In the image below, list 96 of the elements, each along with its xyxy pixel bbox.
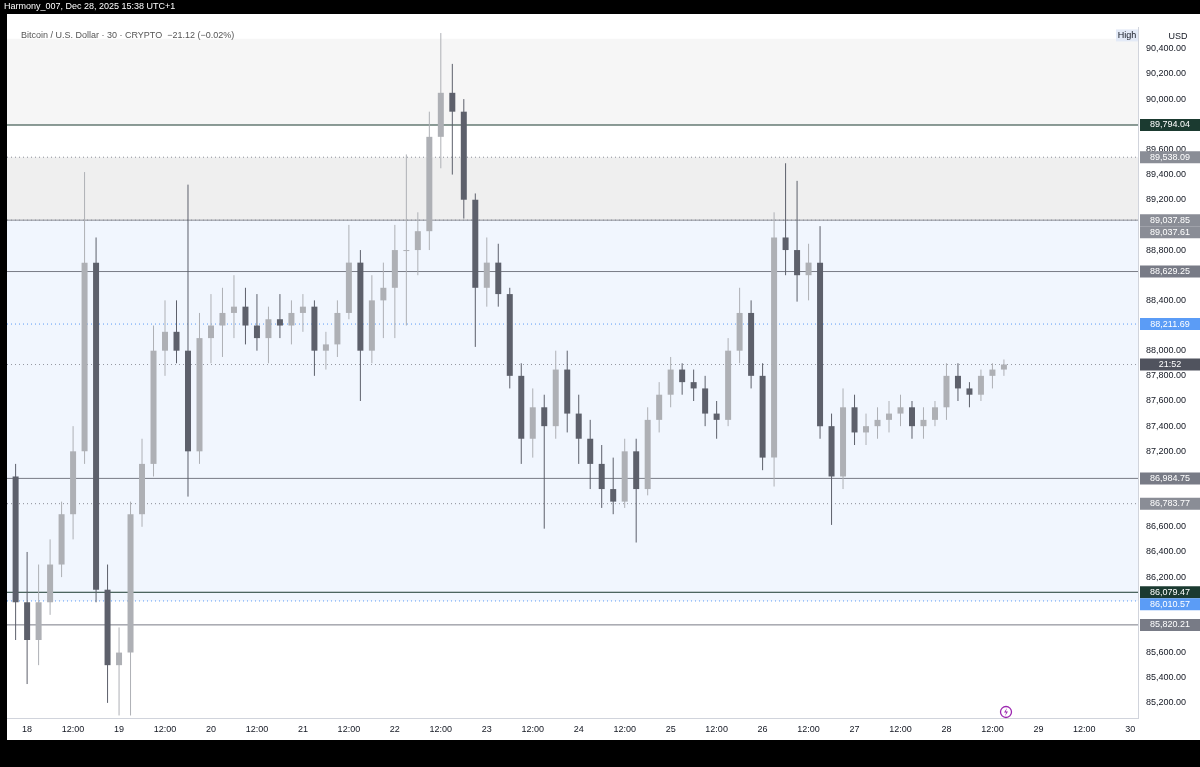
candlestick (299, 293, 306, 333)
chart-title: Bitcoin / U.S. Dollar · 30 · CRYPTO −21.12 (−0.02%) (21, 29, 235, 40)
y-tick-label: 88,400.00 (1146, 294, 1187, 305)
candlestick (1000, 358, 1007, 377)
y-tick-label: 87,600.00 (1146, 395, 1187, 406)
x-tick-label: 12:00 (1073, 723, 1096, 734)
y-tick-label: 88,800.00 (1146, 244, 1187, 255)
x-tick-label: 21 (297, 723, 308, 734)
x-tick-label: 12:00 (245, 723, 269, 734)
candlestick (782, 162, 789, 276)
ref-line-label: 89,538.09 (1149, 151, 1191, 162)
candlestick (989, 362, 996, 389)
candlestick (874, 406, 881, 440)
candlestick (897, 394, 904, 427)
candlestick (162, 299, 169, 377)
candlestick (380, 262, 387, 339)
y-tick-label: 87,400.00 (1146, 420, 1187, 431)
chart-subtitle: Harmony_007, Dec 28, 2025 15:38 UTC+1 (4, 1, 176, 11)
candlestick (449, 63, 456, 176)
text: 21:52 (1158, 359, 1182, 370)
candlestick (886, 400, 893, 433)
candlestick (288, 299, 295, 345)
candlestick (116, 626, 123, 716)
y-tick-label: 90,000.00 (1146, 93, 1187, 104)
candlestick (966, 381, 973, 408)
x-tick-label: 12:00 (705, 723, 728, 734)
y-tick-label: 89,200.00 (1146, 194, 1187, 205)
candlestick (713, 400, 720, 440)
y-tick-label: 86,400.00 (1146, 546, 1187, 557)
x-tick-label: 20 (205, 723, 216, 734)
x-tick-label: 30 (1125, 723, 1136, 734)
ref-line-label: 88,211.69 (1150, 318, 1190, 329)
x-tick-label: 12:00 (981, 723, 1004, 734)
candlestick (414, 211, 421, 276)
ref-line-label: 86,984.75 (1149, 472, 1191, 483)
ref-line-label: 89,037.61 (1149, 226, 1191, 237)
x-tick-label: 12:00 (521, 723, 545, 734)
candlestick (805, 243, 812, 301)
ref-line-label: 86,783.77 (1149, 498, 1191, 509)
candlestick (276, 293, 283, 339)
candlestick (230, 274, 237, 339)
x-tick-label: 23 (481, 723, 492, 734)
x-tick-label: 22 (389, 723, 400, 734)
candlestick (931, 400, 938, 427)
y-tick-label: 89,600.00 (1146, 143, 1187, 154)
x-tick-label: 12:00 (613, 723, 636, 734)
y-tick-label: 85,600.00 (1146, 647, 1187, 658)
candlestick (403, 153, 410, 327)
x-tick-label: 26 (757, 723, 768, 734)
ref-line-label: 85,820.21 (1149, 619, 1191, 630)
candlestick (253, 293, 260, 352)
candlestick (173, 299, 180, 364)
x-tick-label: 12:00 (153, 723, 177, 734)
ref-line-label: 89,037.85 (1149, 214, 1191, 225)
ref-line-label: 88,629.25 (1149, 266, 1191, 277)
x-tick-label: 12:00 (61, 723, 85, 734)
candlestick (265, 306, 272, 364)
x-tick-label: 12:00 (797, 723, 820, 734)
x-tick-label: 19 (114, 723, 125, 734)
candlestick (610, 457, 617, 515)
candlestick (690, 369, 697, 402)
x-tick-label: 18 (22, 723, 33, 734)
candlestick (908, 400, 915, 440)
candlestick (954, 362, 961, 402)
x-tick-label: 12:00 (337, 723, 361, 734)
candlestick (242, 287, 249, 345)
candlestick (322, 331, 329, 371)
y-tick-label: 90,200.00 (1146, 68, 1187, 79)
x-tick-label: 24 (573, 723, 584, 734)
ref-line-label: 86,010.57 (1149, 598, 1191, 609)
x-tick-label: 12:00 (429, 723, 453, 734)
candlestick (977, 369, 984, 402)
annotation: High (1117, 29, 1137, 40)
candlestick (679, 362, 686, 396)
y-tick-label: 86,200.00 (1146, 571, 1187, 582)
x-tick-label: 29 (1033, 723, 1044, 734)
candlestick (219, 287, 226, 358)
y-tick-label: 86,600.00 (1146, 521, 1187, 532)
y-tick-label: 87,200.00 (1146, 445, 1187, 456)
x-tick-label: 25 (665, 723, 676, 734)
y-tick-label: 88,000.00 (1146, 345, 1187, 356)
candlestick (920, 406, 927, 440)
y-tick-label: 90,400.00 (1146, 43, 1187, 54)
candlestick (541, 394, 548, 530)
y-axis-title: USD (1168, 30, 1188, 41)
x-tick-label: 12:00 (889, 723, 912, 734)
y-tick-label: 87,800.00 (1146, 370, 1187, 381)
ref-line-label: 86,079.47 (1149, 586, 1191, 597)
candlestick (863, 413, 870, 446)
ref-line-label: 89,794.04 (1149, 119, 1191, 130)
candlestick (207, 293, 214, 364)
x-tick-label: 27 (849, 723, 860, 734)
y-tick-label: 85,400.00 (1146, 672, 1187, 683)
y-tick-label: 85,200.00 (1146, 697, 1187, 708)
x-tick-label: 28 (941, 723, 952, 734)
y-tick-label: 89,400.00 (1146, 169, 1187, 180)
